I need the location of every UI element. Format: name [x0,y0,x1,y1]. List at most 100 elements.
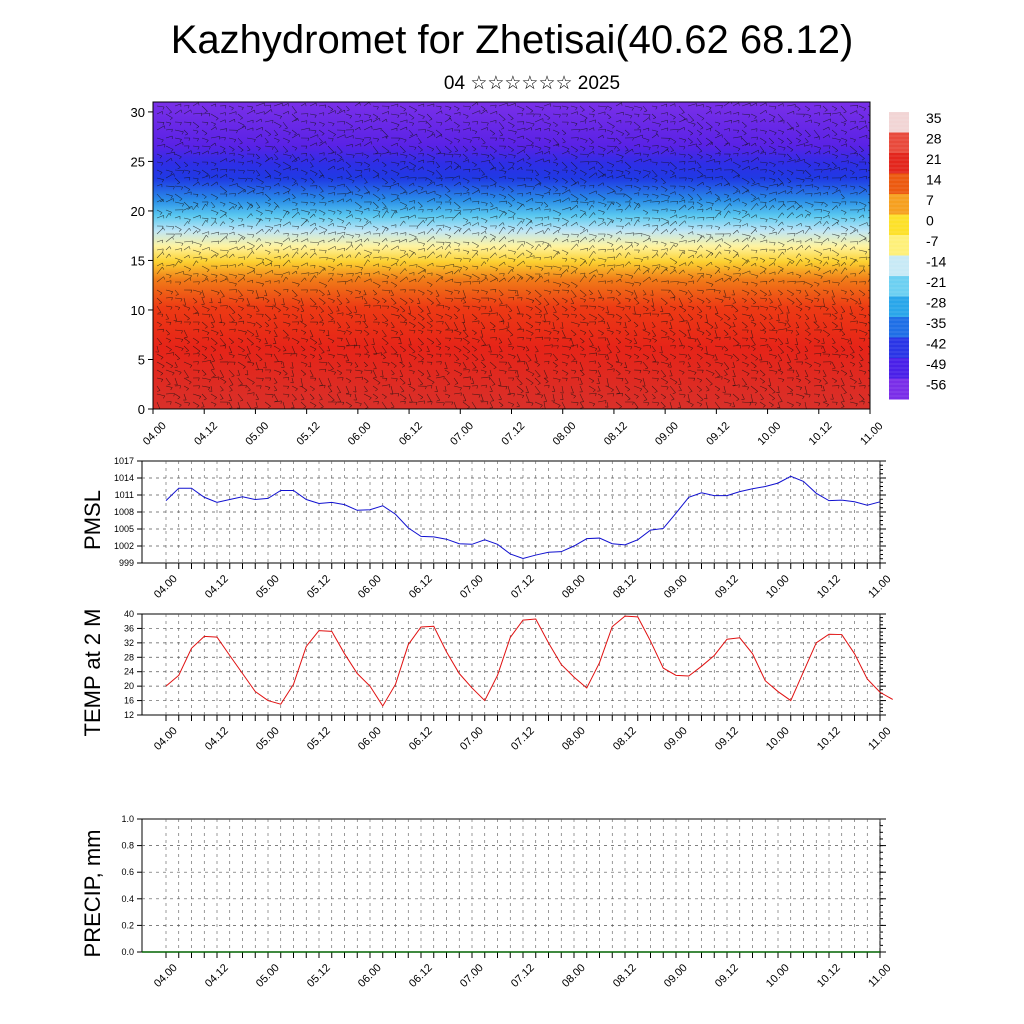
wind-barb-flag [583,181,587,184]
wind-barb [372,313,378,320]
wind-barb-flag [290,245,292,249]
wind-barb-flag [225,236,228,240]
wind-barb-flag [172,372,175,376]
wind-barb-flag [203,196,207,199]
wind-barb [327,329,330,336]
wind-barb-flag [554,365,558,368]
wind-barb-flag [310,317,314,320]
wind-barb [417,248,425,251]
wind-barb [390,345,398,353]
wind-barb-flag [617,342,621,345]
wind-barb-flag [413,206,416,210]
wind-barb-flag [429,325,433,328]
wind-barb-flag [301,399,305,401]
wind-barb-flag [630,178,633,182]
wind-barb [390,313,400,317]
wind-barb [588,119,596,123]
wind-barb-flag [198,329,200,333]
wind-barb [579,145,586,149]
wind-barb [516,345,525,348]
wind-barb-flag [575,149,579,153]
wind-barb-flag [558,114,561,118]
wind-barb [606,161,615,166]
wind-barb-flag [268,406,271,409]
wind-barb [606,280,613,283]
wind-barb [327,305,334,314]
wind-barb [336,361,341,367]
wind-barb-flag [226,305,228,309]
wind-barb-flag [324,229,328,233]
wind-barb [561,369,569,374]
wind-barb-flag [476,370,479,374]
wind-barb-flag [617,373,621,376]
wind-barb-flag [206,234,209,238]
wind-barb-flag [488,376,491,380]
wind-barb-flag [271,227,274,231]
wind-barb [426,198,435,203]
wind-barb-flag [457,291,460,294]
wind-barb [624,169,631,173]
wind-barb-flag [172,226,175,230]
wind-barb-flag [621,378,624,382]
wind-barb [219,313,223,323]
wind-barb [264,385,271,388]
wind-barb [417,201,423,207]
wind-barb-flag [429,180,433,184]
wind-barb [462,289,467,299]
wind-barb [309,369,314,377]
wind-barb [156,262,163,267]
wind-barb [516,203,524,211]
wind-barb-flag [349,115,352,119]
wind-barb-flag [613,138,616,142]
wind-barb-flag [586,305,588,309]
wind-barb [174,353,180,359]
wind-barb-flag [530,307,533,311]
wind-barb [165,246,170,251]
wind-barb-flag [179,385,181,389]
wind-barb-flag [530,382,534,386]
wind-barb-flag [593,250,596,254]
wind-barb [606,220,612,227]
wind-barb-flag [503,273,505,277]
wind-barb [318,104,326,107]
wind-barb [390,197,400,203]
wind-barb [435,105,442,108]
wind-barb-flag [513,251,516,255]
wind-barb [507,103,516,107]
wind-barb [210,279,217,283]
wind-barb [165,193,173,197]
wind-barb-flag [195,311,199,314]
wind-barb [372,393,379,398]
wind-barb [255,161,262,165]
wind-barb-flag [470,209,472,213]
wind-barb-flag [499,303,503,305]
wind-barb-flag [593,212,596,216]
wind-barb-flag [474,131,478,135]
wind-barb [336,176,343,179]
wind-barb-flag [395,210,398,214]
wind-barb-flag [214,221,217,225]
wind-barb [156,305,162,313]
wind-barb-flag [235,241,237,245]
wind-barb [282,137,290,142]
wind-barb [453,401,457,409]
wind-barb-flag [266,325,270,328]
wind-barb [354,369,363,372]
wind-barb [255,209,263,214]
wind-barb [300,385,308,391]
wind-barb [363,141,372,147]
wind-barb-flag [584,198,588,202]
wind-barb-flag [359,345,361,349]
wind-barb [597,353,607,356]
wind-barb [624,129,630,135]
warm-cell [780,334,870,409]
wind-barb-flag [512,163,515,166]
wind-barb-flag [277,229,280,233]
wind-barb [390,103,398,107]
wind-barb [192,305,199,313]
wind-barb [471,320,480,323]
wind-barb-flag [287,233,289,237]
wind-barb-flag [161,139,164,143]
wind-barb-flag [539,322,541,326]
wind-barb [255,111,265,115]
